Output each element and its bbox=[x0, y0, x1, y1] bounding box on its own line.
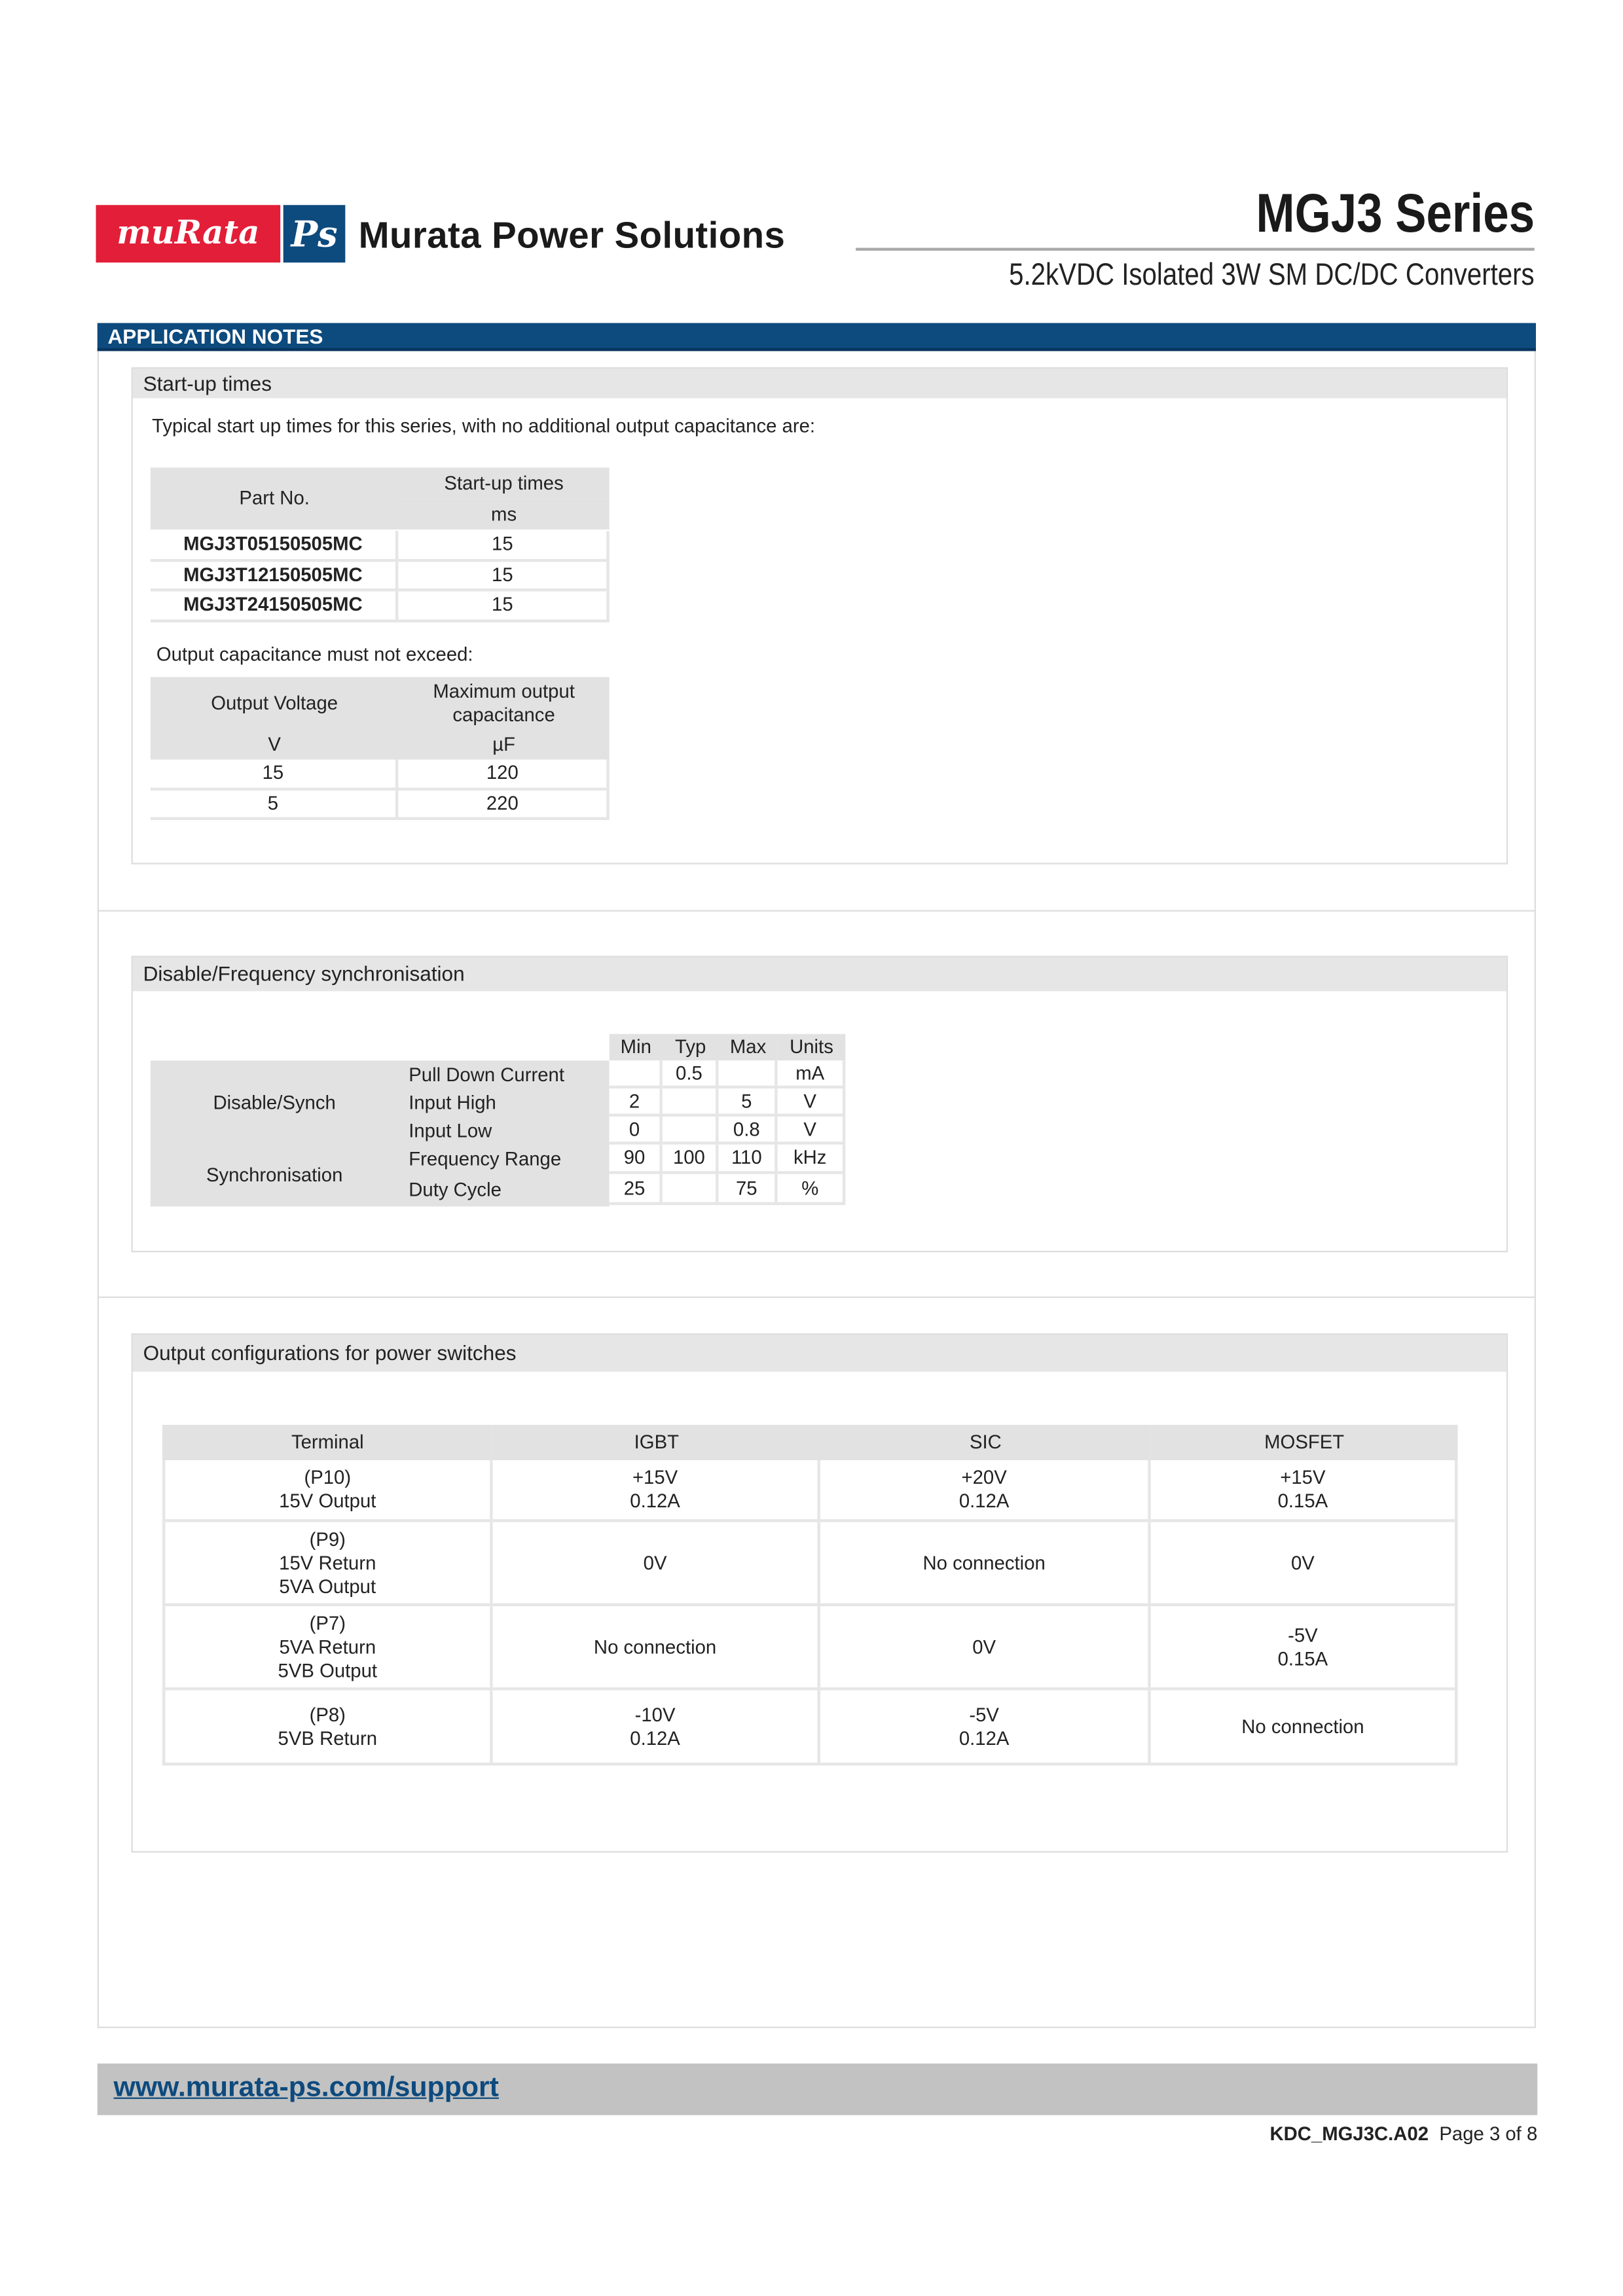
value-cell bbox=[662, 1088, 719, 1117]
support-link[interactable]: www.murata-ps.com/support bbox=[113, 2072, 499, 2104]
output-voltage: 5 bbox=[150, 789, 399, 821]
capacitance-note: Output capacitance must not exceed: bbox=[156, 643, 473, 666]
part-number: MGJ3T12150505MC bbox=[150, 561, 399, 592]
footer-bar bbox=[97, 2063, 1538, 2115]
value-cell: 0 bbox=[609, 1116, 663, 1145]
output-value: No connection bbox=[1150, 1690, 1458, 1766]
output-value: 0V bbox=[1150, 1522, 1458, 1607]
row-group-background bbox=[150, 1060, 610, 1207]
max-capacitance: 120 bbox=[398, 759, 610, 790]
parameter-label: Pull Down Current bbox=[409, 1062, 565, 1085]
output-voltage: 15 bbox=[150, 759, 399, 790]
column-header: Start-up times bbox=[398, 467, 610, 499]
header-divider bbox=[856, 247, 1535, 251]
value-cell: 5 bbox=[718, 1088, 778, 1117]
disable-section: Disable/Frequency synchronisation bbox=[131, 956, 1508, 1253]
section-banner: APPLICATION NOTES bbox=[97, 323, 1536, 351]
column-header: Max bbox=[718, 1033, 778, 1061]
value-cell: 110 bbox=[718, 1144, 778, 1174]
column-header: µF bbox=[398, 730, 610, 760]
parameter-label: Duty Cycle bbox=[409, 1177, 501, 1200]
output-value: No connection bbox=[820, 1522, 1151, 1607]
page-subtitle: 5.2kVDC Isolated 3W SM DC/DC Converters bbox=[1009, 258, 1535, 293]
startup-section: Start-up times bbox=[131, 367, 1508, 865]
terminal-label: (P9) 15V Return 5VA Output bbox=[162, 1522, 493, 1607]
part-number: MGJ3T05150505MC bbox=[150, 531, 399, 562]
value-cell: mA bbox=[777, 1060, 846, 1089]
value-cell: 2 bbox=[609, 1088, 663, 1117]
divider bbox=[97, 1296, 1536, 1299]
startup-time: 15 bbox=[398, 531, 610, 562]
max-capacitance: 220 bbox=[398, 789, 610, 821]
startup-time: 15 bbox=[398, 591, 610, 622]
section-heading: Output configurations for power switches bbox=[132, 1335, 1506, 1372]
part-number: MGJ3T24150505MC bbox=[150, 591, 399, 622]
value-cell bbox=[718, 1060, 778, 1089]
value-cell: 75 bbox=[718, 1174, 778, 1206]
group-label: Synchronisation bbox=[206, 1162, 343, 1185]
parameter-label: Input High bbox=[409, 1090, 496, 1113]
column-header: Part No. bbox=[150, 467, 399, 530]
value-cell: 0.8 bbox=[718, 1116, 778, 1145]
value-cell: 25 bbox=[609, 1174, 663, 1206]
value-cell: 100 bbox=[662, 1144, 719, 1174]
column-header: V bbox=[150, 730, 399, 760]
output-value: +20V 0.12A bbox=[820, 1460, 1151, 1522]
parameter-label: Input Low bbox=[409, 1119, 492, 1141]
terminal-label: (P7) 5VA Return 5VB Output bbox=[162, 1606, 493, 1691]
divider bbox=[97, 910, 1536, 912]
ps-logo: Ps bbox=[283, 205, 346, 263]
column-header: ms bbox=[398, 498, 610, 530]
value-cell: kHz bbox=[777, 1144, 846, 1174]
value-cell bbox=[609, 1060, 663, 1089]
value-cell: % bbox=[777, 1174, 846, 1206]
column-header: Units bbox=[777, 1033, 846, 1061]
output-value: +15V 0.15A bbox=[1150, 1460, 1458, 1522]
brand-name: Murata Power Solutions bbox=[358, 215, 786, 257]
output-value: 0V bbox=[820, 1606, 1151, 1691]
page-title: MGJ3 Series bbox=[1256, 183, 1535, 243]
value-cell: V bbox=[777, 1088, 846, 1117]
page-number: KDC_MGJ3C.A02 Page 3 of 8 bbox=[1269, 2122, 1538, 2145]
output-value: 0V bbox=[492, 1522, 821, 1607]
terminal-label: (P8) 5VB Return bbox=[162, 1690, 493, 1766]
section-heading: Disable/Frequency synchronisation bbox=[132, 957, 1506, 992]
output-value: -5V 0.15A bbox=[1150, 1606, 1458, 1691]
output-value: No connection bbox=[492, 1606, 821, 1691]
outputs-section: Output configurations for power switches bbox=[131, 1333, 1508, 1853]
column-header: Typ bbox=[662, 1033, 719, 1061]
value-cell bbox=[662, 1116, 719, 1145]
value-cell bbox=[662, 1174, 719, 1206]
startup-time: 15 bbox=[398, 561, 610, 592]
column-header: Min bbox=[609, 1033, 663, 1061]
output-value: -10V 0.12A bbox=[492, 1690, 821, 1766]
column-header: Terminal bbox=[162, 1424, 493, 1461]
column-header: IGBT bbox=[492, 1424, 821, 1461]
column-header: Output Voltage bbox=[150, 677, 399, 730]
value-cell: 0.5 bbox=[662, 1060, 719, 1089]
output-value: -5V 0.12A bbox=[820, 1690, 1151, 1766]
terminal-label: (P10) 15V Output bbox=[162, 1460, 493, 1522]
value-cell: V bbox=[777, 1116, 846, 1145]
output-value: +15V 0.12A bbox=[492, 1460, 821, 1522]
value-cell: 90 bbox=[609, 1144, 663, 1174]
column-header: Maximum output capacitance bbox=[398, 677, 610, 730]
section-heading: Start-up times bbox=[132, 368, 1506, 399]
column-header: MOSFET bbox=[1150, 1424, 1458, 1461]
column-header: SIC bbox=[820, 1424, 1151, 1461]
group-label: Disable/Synch bbox=[213, 1090, 336, 1113]
murata-logo: muRata bbox=[96, 205, 281, 263]
parameter-label: Frequency Range bbox=[409, 1147, 562, 1170]
startup-intro: Typical start up times for this series, … bbox=[152, 414, 816, 437]
